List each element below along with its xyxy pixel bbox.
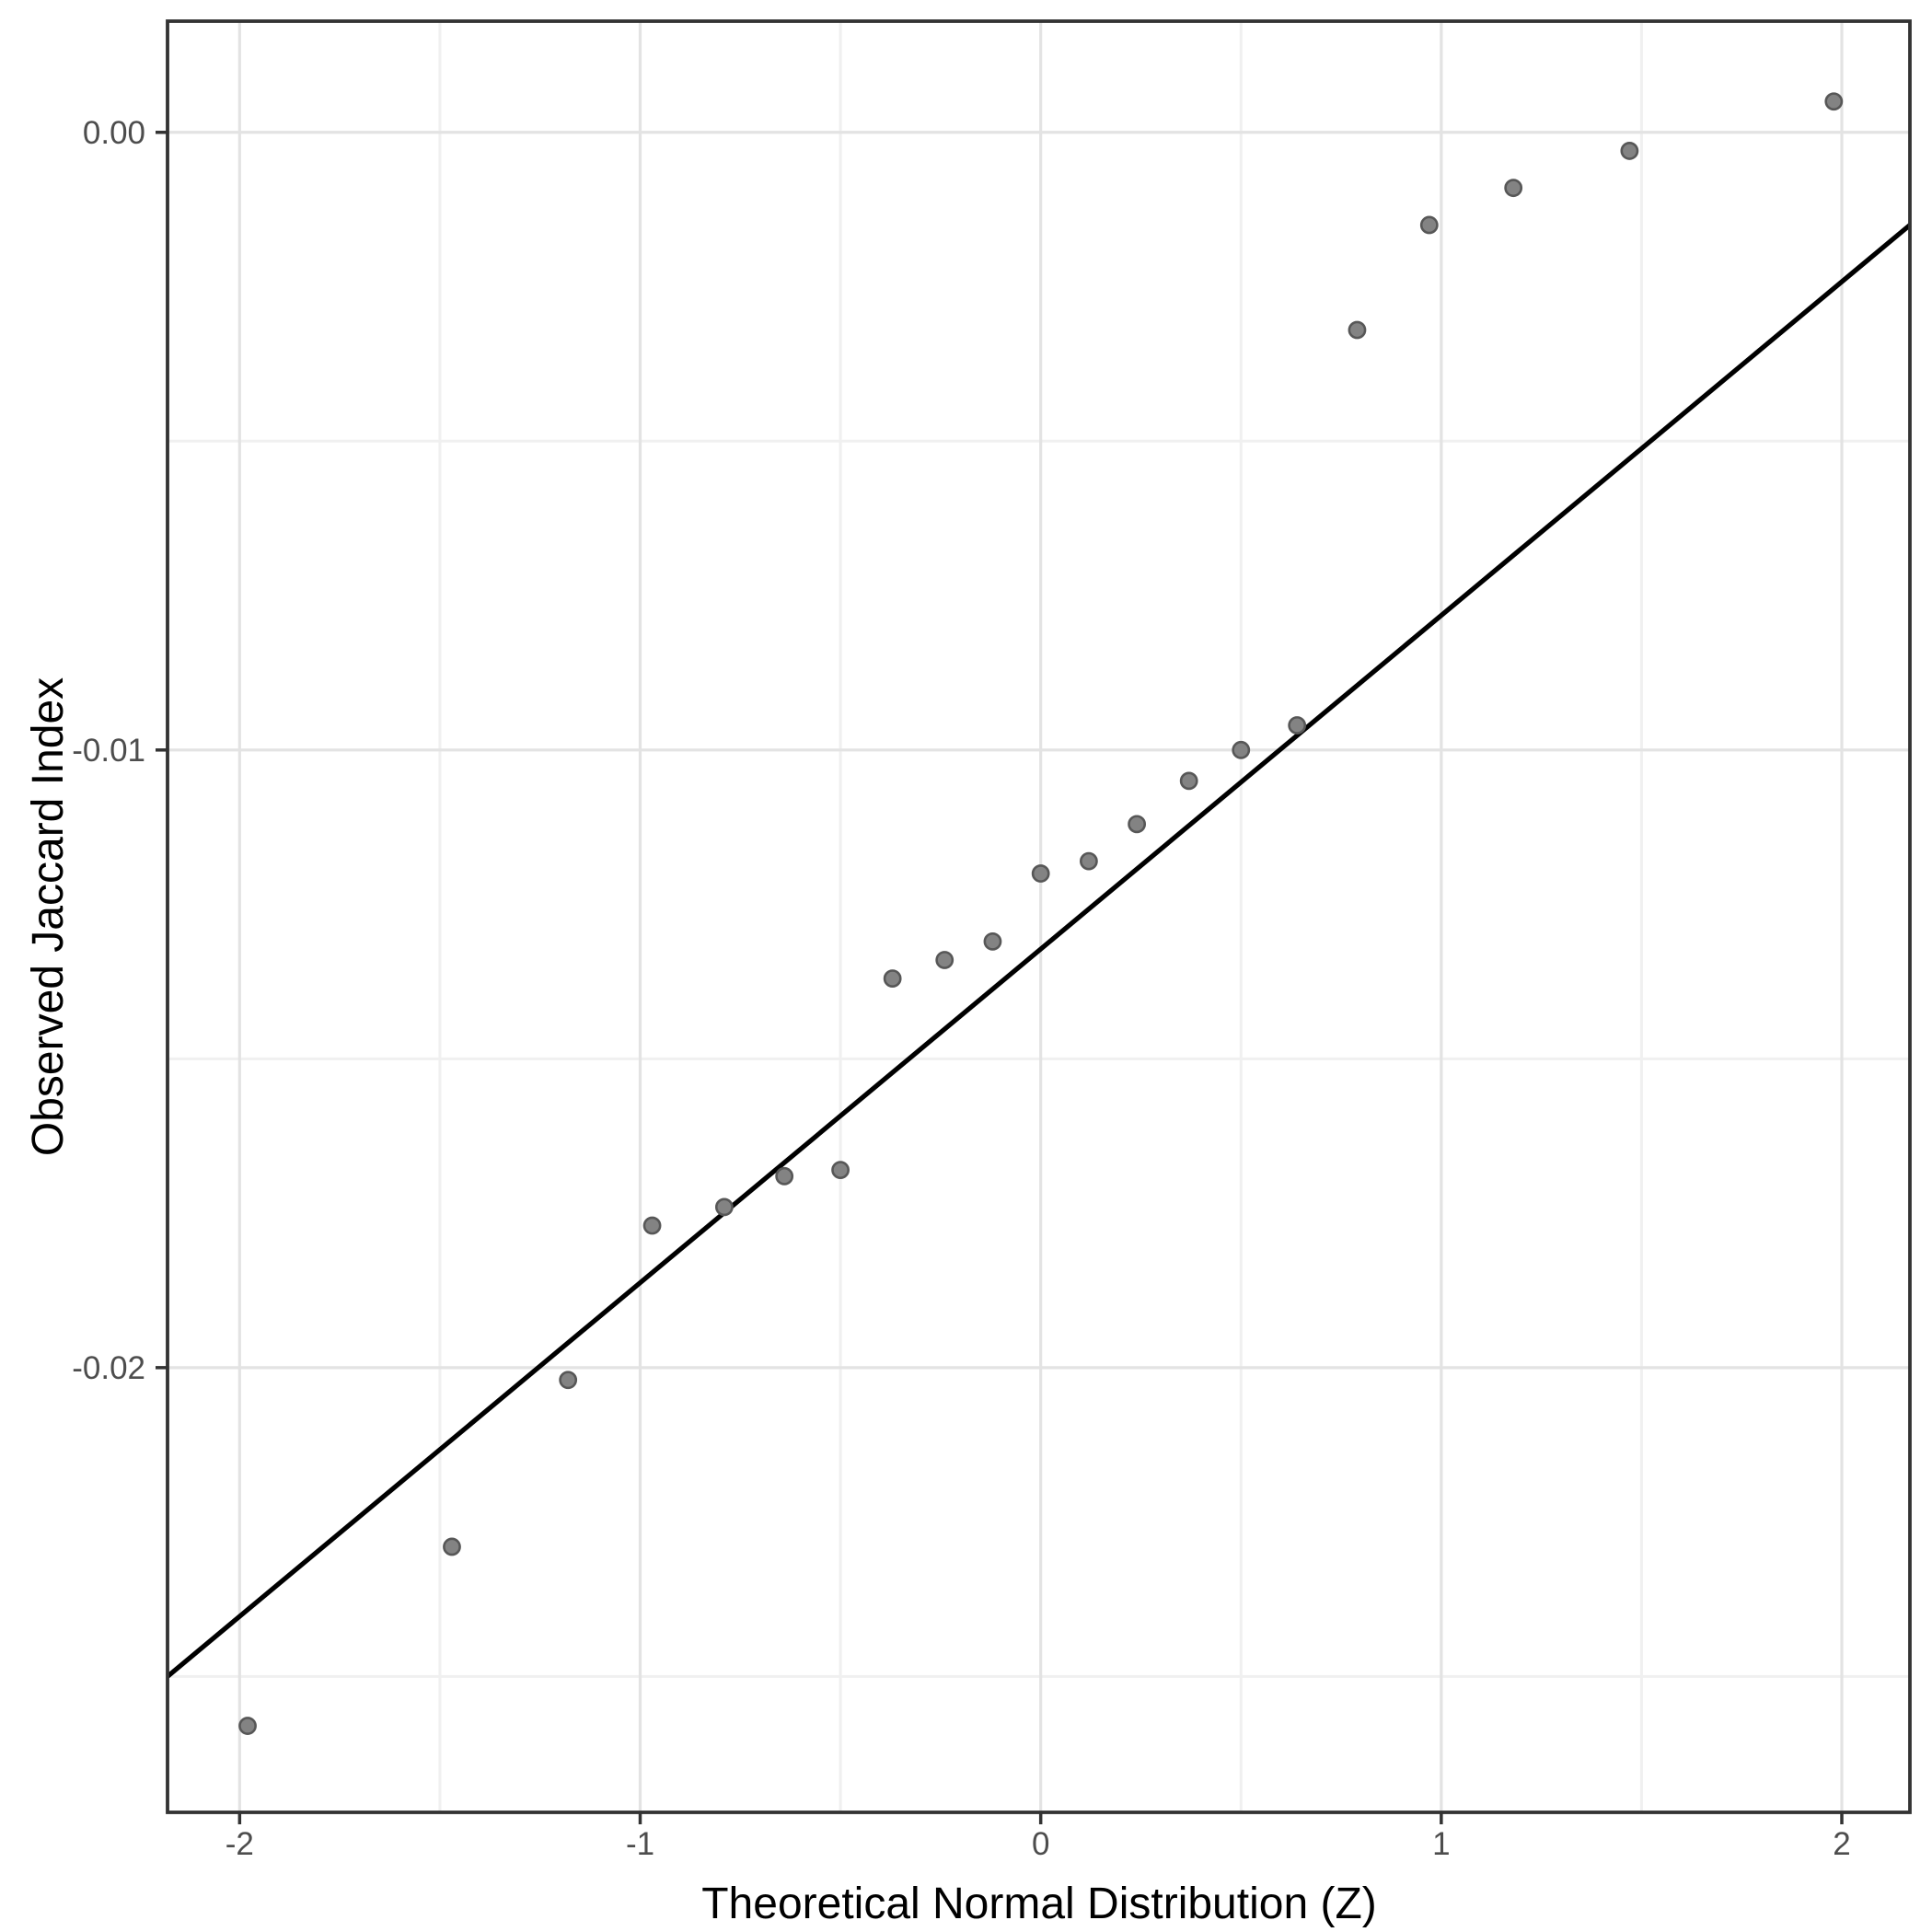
x-tick-label: -2 <box>226 1826 254 1862</box>
qq-point <box>1419 215 1439 235</box>
panel-border <box>166 19 1912 1814</box>
qq-point <box>1620 142 1639 160</box>
qq-point <box>935 951 954 969</box>
qq-point <box>443 1537 461 1556</box>
qq-point <box>238 1717 257 1735</box>
qq-point <box>1179 771 1198 791</box>
qq-point <box>1504 179 1523 198</box>
qq-point <box>1348 320 1367 340</box>
x-tick-label: 2 <box>1833 1826 1850 1862</box>
qq-point <box>1232 740 1251 759</box>
qq-point <box>1824 92 1844 111</box>
y-tick-label: 0.00 <box>83 115 145 151</box>
y-tick-label: -0.02 <box>72 1350 145 1386</box>
qq-point <box>831 1161 850 1180</box>
y-axis-tick-marks <box>156 131 168 1370</box>
qq-data-points <box>238 92 1844 1735</box>
x-axis-title: Theoretical Normal Distribution (Z) <box>701 1880 1377 1928</box>
qq-point <box>642 1216 662 1235</box>
y-axis-tick-labels: 0.00 -0.01 -0.02 <box>72 115 145 1386</box>
qq-point <box>1031 864 1050 883</box>
qq-point <box>559 1371 578 1390</box>
qq-point <box>1079 851 1098 871</box>
qq-point <box>775 1166 794 1186</box>
qq-point <box>1128 815 1147 834</box>
x-axis-tick-labels: -2 -1 0 1 2 <box>226 1826 1851 1862</box>
qq-point <box>883 969 902 989</box>
x-tick-label: -1 <box>626 1826 654 1862</box>
qq-point <box>983 931 1002 951</box>
y-axis-title: Observed Jaccard Index <box>24 677 73 1156</box>
qq-reference-line <box>166 223 1912 1679</box>
x-tick-label: 1 <box>1432 1826 1450 1862</box>
qq-point <box>1288 716 1307 735</box>
y-tick-label: -0.01 <box>72 733 145 769</box>
minor-gridlines <box>168 21 1910 1812</box>
qq-point <box>714 1197 734 1217</box>
major-gridlines <box>168 21 1910 1812</box>
x-tick-label: 0 <box>1032 1826 1049 1862</box>
x-axis-tick-marks <box>237 1812 1844 1824</box>
